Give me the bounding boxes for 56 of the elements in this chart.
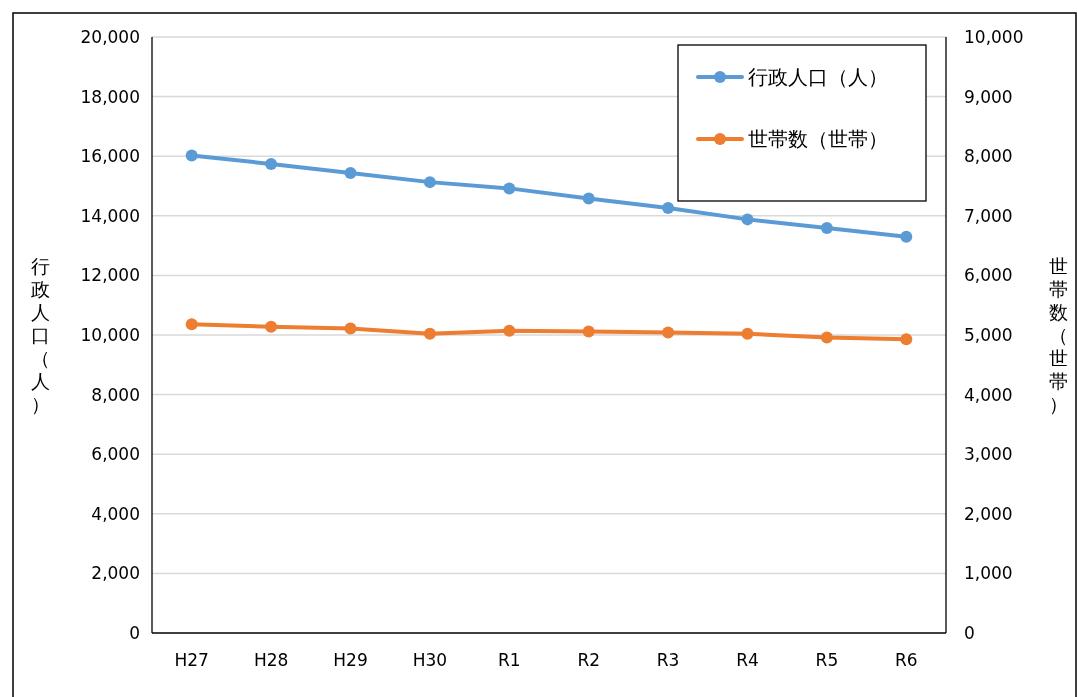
y-tick-label: 18,000 [80,86,140,107]
y2-tick-label: 2,000 [964,503,1013,524]
point [423,176,436,189]
y-tick-label: 8,000 [91,384,140,405]
point [741,327,754,340]
point [582,325,595,338]
y-tick-label: 4,000 [91,503,140,524]
y2-tick-label: 9,000 [964,86,1013,107]
y-tick-label: 14,000 [80,205,140,226]
y2-axis-title: 世帯数（世帯） [1048,255,1068,415]
point [503,182,516,195]
y2-tick-label: 4,000 [964,384,1013,405]
x-tick-label: R2 [577,650,601,670]
point [344,322,357,335]
point [900,333,913,346]
y2-tick-label: 3,000 [964,444,1013,465]
point [423,327,436,340]
y2-tick-label: 5,000 [964,325,1013,345]
legend-label: 世帯数（世帯） [748,127,888,151]
point [582,192,595,205]
y-tick-label: 20,000 [80,27,140,47]
point [662,326,675,339]
x-tick-label: H29 [333,650,368,670]
point [344,166,357,179]
y-tick-label: 16,000 [80,146,140,167]
point [820,222,833,235]
point [185,149,198,162]
y2-tick-label: 6,000 [964,265,1013,286]
point [820,331,833,344]
x-tick-label: H30 [412,650,448,670]
x-tick-label: R1 [497,650,521,670]
point [265,320,278,333]
point [662,202,675,215]
point [265,157,278,170]
legend-label: 行政人口（人） [748,65,888,89]
point [741,213,754,226]
y2-tick-label: 8,000 [964,146,1013,167]
y2-tick-label: 7,000 [964,205,1013,226]
x-tick-label: R3 [656,650,680,670]
y2-tick-label: 0 [964,623,975,643]
y-tick-label: 6,000 [91,444,140,465]
point [503,324,516,337]
y-axis-title: 行政人口（人） [30,255,50,415]
x-tick-label: R5 [815,650,839,670]
x-tick-label: H28 [253,650,289,670]
y-tick-label: 2,000 [91,563,140,584]
point [185,318,198,331]
y2-tick-label: 10,000 [964,27,1024,47]
y2-tick-label: 1,000 [964,563,1013,584]
x-tick-label: R4 [736,650,759,670]
point [900,230,913,243]
y-tick-label: 10,000 [80,325,140,345]
y-tick-label: 12,000 [80,265,140,286]
y-tick-label: 0 [129,623,140,643]
x-tick-label: H27 [174,650,209,670]
x-tick-label: R6 [894,650,918,670]
